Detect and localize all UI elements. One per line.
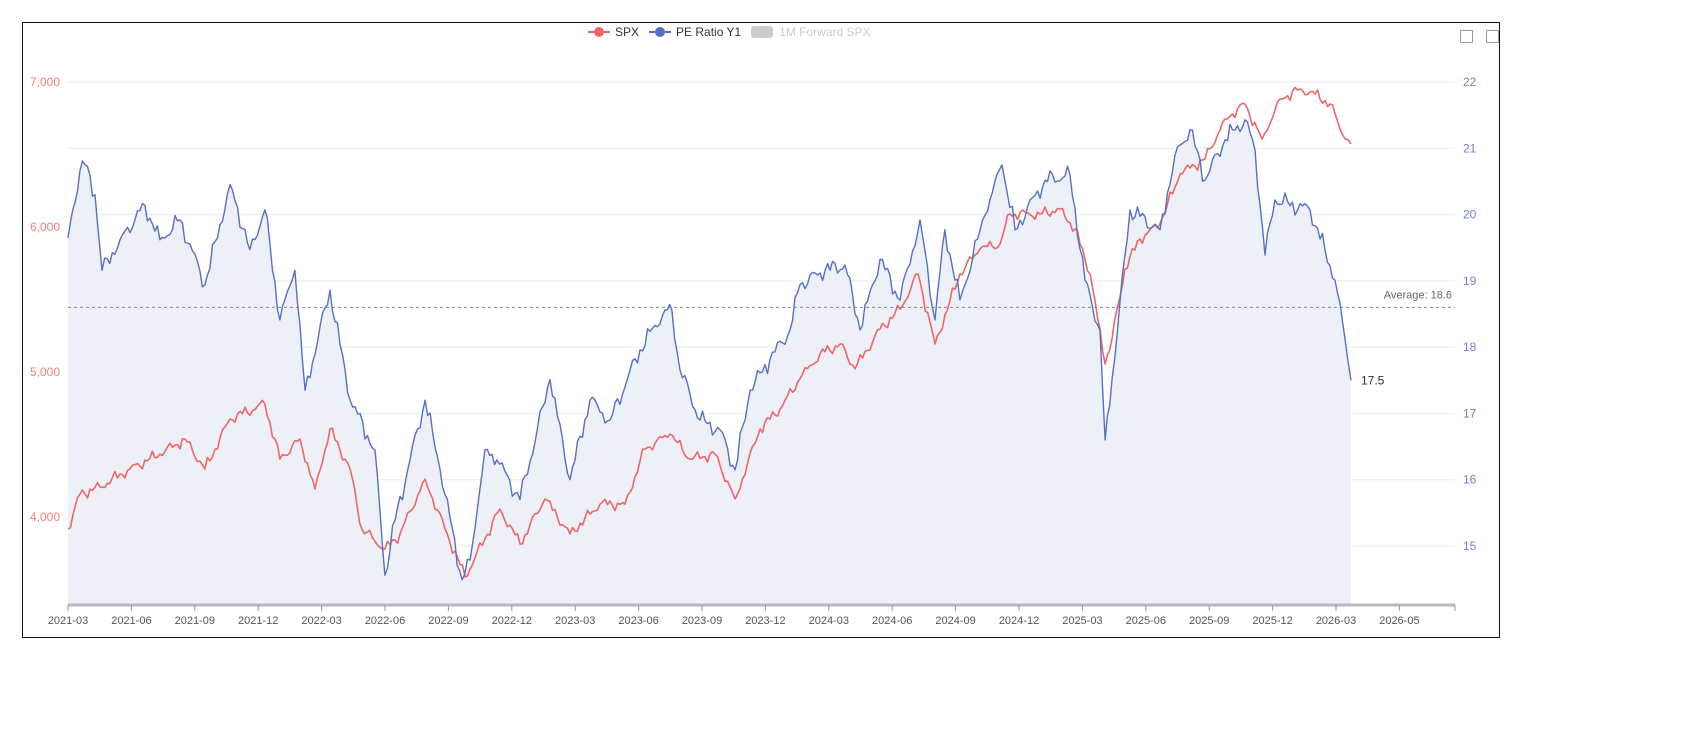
legend-label-pe-ratio: PE Ratio Y1 — [676, 25, 742, 39]
x-axis-tick-label: 2025-12 — [1252, 615, 1292, 627]
zoom-reset-icon[interactable] — [1486, 30, 1499, 43]
average-label: Average: 18.6 — [1384, 289, 1452, 301]
legend: SPX PE Ratio Y1 1M Forward SPX — [588, 25, 881, 39]
left-axis-tick-label: 5,000 — [30, 365, 60, 379]
pe-area-fill — [68, 119, 1352, 606]
x-axis-tick-label: 2024-06 — [872, 615, 912, 627]
x-axis-tick-label: 2026-05 — [1379, 615, 1419, 627]
spx-line — [67, 86, 1352, 578]
right-axis-tick-label: 20 — [1463, 208, 1477, 222]
legend-label-spx: SPX — [615, 25, 640, 39]
x-axis-tick-label: 2023-03 — [555, 615, 595, 627]
x-axis-tick-label: 2021-12 — [238, 615, 278, 627]
chart-frame — [22, 22, 1500, 638]
right-axis-tick-label: 19 — [1463, 274, 1477, 288]
pe-legend-marker-icon — [649, 27, 672, 37]
x-axis-tick-label: 2023-09 — [682, 615, 722, 627]
right-axis-tick-label: 18 — [1463, 340, 1477, 354]
x-axis-tick-label: 2022-06 — [365, 615, 405, 627]
right-axis-tick-label: 15 — [1463, 539, 1477, 553]
x-axis-tick-label: 2022-03 — [301, 615, 341, 627]
right-axis-tick-label: 16 — [1463, 473, 1477, 487]
left-axis-tick-label: 6,000 — [30, 220, 60, 234]
x-axis-tick-label: 2021-03 — [48, 615, 88, 627]
legend-label-forward-spx: 1M Forward SPX — [779, 25, 871, 39]
pe-end-value-label: 17.5 — [1361, 373, 1385, 387]
x-axis-tick-label: 2025-03 — [1062, 615, 1102, 627]
x-axis-tick-label: 2021-09 — [175, 615, 215, 627]
x-axis-tick-label: 2021-06 — [111, 615, 151, 627]
x-axis-tick-label: 2025-09 — [1189, 615, 1229, 627]
right-axis-tick-label: 21 — [1463, 141, 1477, 155]
right-axis-tick-label: 17 — [1463, 406, 1477, 420]
x-axis-tick-label: 2022-12 — [492, 615, 532, 627]
x-axis-tick-label: 2023-12 — [745, 615, 785, 627]
pe-ratio-line — [67, 119, 1352, 581]
right-axis-tick-label: 22 — [1463, 75, 1477, 89]
legend-item-pe-ratio[interactable]: PE Ratio Y1 — [649, 25, 741, 39]
x-axis-tick-label: 2025-06 — [1126, 615, 1166, 627]
x-axis-tick-label: 2026-03 — [1316, 615, 1356, 627]
x-axis-tick-label: 2024-09 — [935, 615, 975, 627]
left-axis-tick-label: 4,000 — [30, 510, 60, 524]
spx-legend-marker-icon — [588, 27, 610, 37]
legend-item-spx[interactable]: SPX — [588, 25, 639, 39]
forward-legend-marker-icon — [751, 26, 774, 38]
left-axis-tick-label: 7,000 — [30, 75, 60, 89]
x-axis-tick-label: 2024-03 — [809, 615, 849, 627]
legend-item-forward-spx[interactable]: 1M Forward SPX — [751, 25, 871, 39]
x-axis-tick-label: 2024-12 — [999, 615, 1039, 627]
x-axis-tick-label: 2022-09 — [428, 615, 468, 627]
x-axis-tick-label: 2023-06 — [618, 615, 658, 627]
zoom-icon[interactable] — [1460, 30, 1473, 43]
